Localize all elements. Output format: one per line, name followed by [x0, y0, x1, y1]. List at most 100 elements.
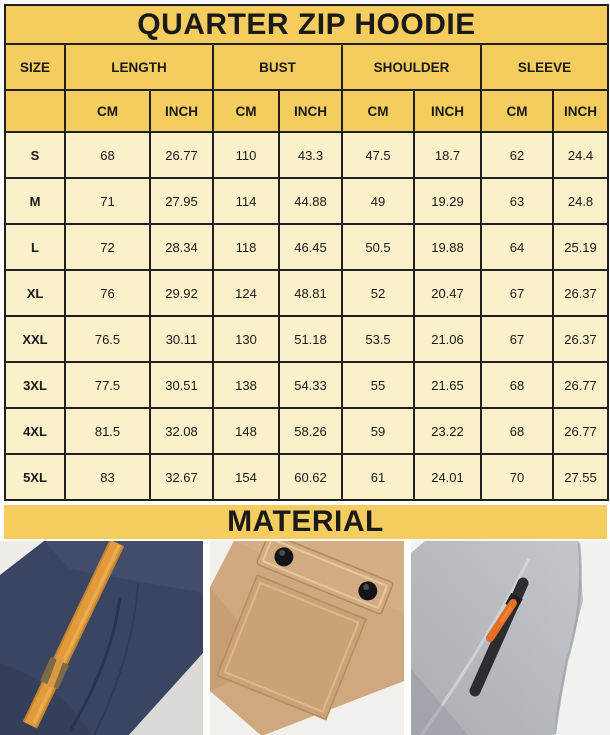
- measurement-value: 67: [480, 269, 554, 317]
- measurement-value: 64: [480, 223, 554, 271]
- measurement-value: 19.29: [413, 177, 482, 225]
- measurement-value: 70: [480, 453, 554, 501]
- measurement-value: 30.11: [149, 315, 214, 363]
- measurement-value: 148: [212, 407, 280, 455]
- measurement-value: 24.01: [413, 453, 482, 501]
- measurement-value: 60.62: [278, 453, 343, 501]
- measurement-value: 19.88: [413, 223, 482, 271]
- col-header-shoulder: SHOULDER: [341, 43, 482, 91]
- size-label: 4XL: [4, 407, 66, 455]
- photo-khaki-flap-pocket: [210, 541, 404, 735]
- size-chart-table: QUARTER ZIP HOODIE SIZE LENGTH BUST SHOU…: [3, 4, 610, 501]
- measurement-value: 43.3: [278, 131, 343, 179]
- measurement-value: 27.95: [149, 177, 214, 225]
- measurement-value: 24.4: [551, 131, 610, 179]
- measurement-value: 81.5: [64, 407, 151, 455]
- measurement-value: 76.5: [64, 315, 151, 363]
- table-row: 5XL 83 32.67 154 60.62 61 24.01 70 27.55: [4, 453, 610, 501]
- unit-header: CM: [212, 89, 280, 133]
- table-row: 3XL 77.5 30.51 138 54.33 55 21.65 68 26.…: [4, 361, 610, 409]
- measurement-value: 154: [212, 453, 280, 501]
- measurement-value: 47.5: [341, 131, 415, 179]
- gray-fleece-illustration: [411, 541, 610, 735]
- measurement-value: 68: [64, 131, 151, 179]
- measurement-value: 67: [480, 315, 554, 363]
- table-row: 4XL 81.5 32.08 148 58.26 59 23.22 68 26.…: [4, 407, 610, 455]
- empty-corner-cell: [4, 89, 66, 133]
- unit-header: CM: [480, 89, 554, 133]
- unit-header: INCH: [413, 89, 482, 133]
- table-row: XL 76 29.92 124 48.81 52 20.47 67 26.37: [4, 269, 610, 317]
- measurement-value: 110: [212, 131, 280, 179]
- size-label: 3XL: [4, 361, 66, 409]
- table-row: S 68 26.77 110 43.3 47.5 18.7 62 24.4: [4, 131, 610, 179]
- measurement-value: 32.67: [149, 453, 214, 501]
- measurement-value: 21.06: [413, 315, 482, 363]
- measurement-value: 118: [212, 223, 280, 271]
- photo-gray-fleece-zipper: [411, 541, 610, 735]
- measurement-value: 44.88: [278, 177, 343, 225]
- measurement-value: 23.22: [413, 407, 482, 455]
- title-row: QUARTER ZIP HOODIE: [3, 4, 610, 45]
- measurement-value: 53.5: [341, 315, 415, 363]
- unit-header: CM: [64, 89, 151, 133]
- measurement-value: 138: [212, 361, 280, 409]
- measurement-value: 26.77: [149, 131, 214, 179]
- measurement-value: 83: [64, 453, 151, 501]
- measurement-value: 54.33: [278, 361, 343, 409]
- measurement-value: 26.77: [551, 407, 610, 455]
- measurement-value: 55: [341, 361, 415, 409]
- measurement-value: 51.18: [278, 315, 343, 363]
- measurement-value: 48.81: [278, 269, 343, 317]
- col-header-length: LENGTH: [64, 43, 214, 91]
- size-chart-area: QUARTER ZIP HOODIE SIZE LENGTH BUST SHOU…: [3, 4, 610, 501]
- measurement-value: 68: [480, 407, 554, 455]
- table-row: M 71 27.95 114 44.88 49 19.29 63 24.8: [4, 177, 610, 225]
- measurement-value: 24.8: [551, 177, 610, 225]
- measurement-value: 130: [212, 315, 280, 363]
- measurement-value: 26.37: [551, 269, 610, 317]
- measurement-value: 71: [64, 177, 151, 225]
- measurement-value: 68: [480, 361, 554, 409]
- photo-navy-fabric-orange-strap: [0, 541, 203, 735]
- size-label: M: [4, 177, 66, 225]
- group-header-row: SIZE LENGTH BUST SHOULDER SLEEVE: [4, 43, 610, 91]
- measurement-value: 25.19: [551, 223, 610, 271]
- measurement-value: 114: [212, 177, 280, 225]
- measurement-value: 30.51: [149, 361, 214, 409]
- measurement-value: 26.77: [551, 361, 610, 409]
- measurement-value: 29.92: [149, 269, 214, 317]
- measurement-value: 26.37: [551, 315, 610, 363]
- unit-header: INCH: [278, 89, 343, 133]
- measurement-value: 18.7: [413, 131, 482, 179]
- measurement-value: 32.08: [149, 407, 214, 455]
- unit-header: INCH: [551, 89, 610, 133]
- measurement-value: 62: [480, 131, 554, 179]
- measurement-value: 52: [341, 269, 415, 317]
- measurement-value: 77.5: [64, 361, 151, 409]
- unit-header: INCH: [149, 89, 214, 133]
- size-label: S: [4, 131, 66, 179]
- col-header-sleeve: SLEEVE: [479, 43, 610, 91]
- measurement-value: 20.47: [413, 269, 482, 317]
- size-label: XXL: [4, 315, 66, 363]
- material-photos: [0, 541, 610, 735]
- measurement-value: 124: [212, 269, 280, 317]
- measurement-value: 49: [341, 177, 415, 225]
- measurement-value: 72: [64, 223, 151, 271]
- size-label: L: [4, 223, 66, 271]
- measurement-value: 63: [480, 177, 554, 225]
- col-header-bust: BUST: [212, 43, 343, 91]
- measurement-value: 21.65: [413, 361, 482, 409]
- khaki-pocket-illustration: [210, 541, 404, 735]
- measurement-value: 27.55: [551, 453, 610, 501]
- measurement-value: 59: [341, 407, 415, 455]
- material-heading: MATERIAL: [4, 505, 607, 539]
- table-row: L 72 28.34 118 46.45 50.5 19.88 64 25.19: [4, 223, 610, 271]
- size-label: 5XL: [4, 453, 66, 501]
- measurement-value: 76: [64, 269, 151, 317]
- measurement-value: 46.45: [278, 223, 343, 271]
- measurement-value: 50.5: [341, 223, 415, 271]
- page-title: QUARTER ZIP HOODIE: [3, 4, 610, 45]
